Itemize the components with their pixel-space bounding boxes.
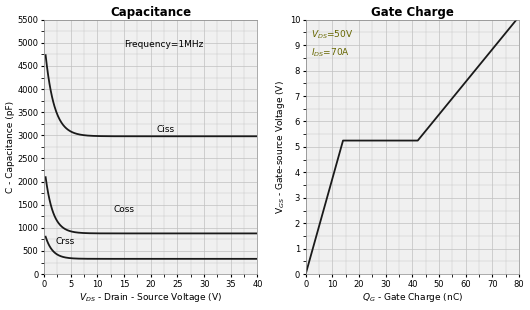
Text: $I_{DS}$=70A: $I_{DS}$=70A bbox=[311, 46, 350, 59]
X-axis label: $V_{DS}$ - Drain - Source Voltage (V): $V_{DS}$ - Drain - Source Voltage (V) bbox=[79, 291, 223, 304]
Text: Frequency=1MHz: Frequency=1MHz bbox=[124, 41, 204, 50]
Y-axis label: V$_{GS}$ - Gate-source Voltage (V): V$_{GS}$ - Gate-source Voltage (V) bbox=[274, 80, 287, 214]
Text: Coss: Coss bbox=[113, 205, 135, 214]
Text: Ciss: Ciss bbox=[156, 125, 174, 134]
Y-axis label: C - Capacitance (pF): C - Capacitance (pF) bbox=[5, 101, 14, 193]
Title: Capacitance: Capacitance bbox=[110, 6, 191, 19]
X-axis label: $Q_G$ - Gate Charge (nC): $Q_G$ - Gate Charge (nC) bbox=[362, 291, 463, 304]
Text: Crss: Crss bbox=[56, 237, 75, 246]
Title: Gate Charge: Gate Charge bbox=[371, 6, 454, 19]
Text: $V_{DS}$=50V: $V_{DS}$=50V bbox=[311, 29, 354, 41]
